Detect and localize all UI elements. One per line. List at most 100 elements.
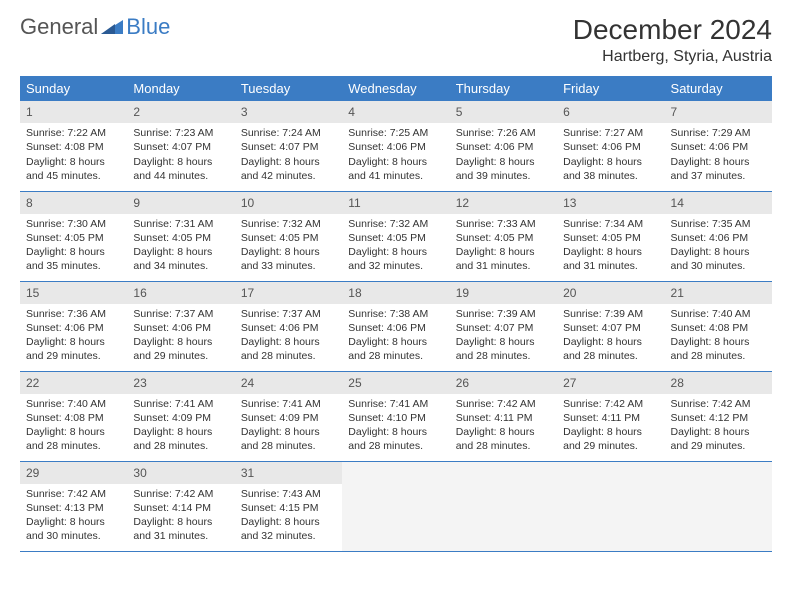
calendar-day-cell: 12 Sunrise: 7:33 AMSunset: 4:05 PMDayligh… — [450, 191, 557, 281]
calendar-day-cell: 19Sunrise: 7:39 AMSunset: 4:07 PMDayligh… — [450, 281, 557, 371]
day-number: 19 — [450, 282, 557, 304]
calendar-week-row: 22Sunrise: 7:40 AMSunset: 4:08 PMDayligh… — [20, 371, 772, 461]
sunset-line: Sunset: 4:06 PM — [671, 140, 766, 154]
day-number: 25 — [342, 372, 449, 394]
sunset-line: Sunset: 4:07 PM — [241, 140, 336, 154]
day-number: 31 — [235, 462, 342, 484]
day-number: 30 — [127, 462, 234, 484]
day-body: Sunrise: 7:34 AMSunset: 4:05 PMDaylight:… — [557, 214, 664, 280]
sunrise-line: Sunrise: 7:24 AM — [241, 126, 336, 140]
day-number: 14 — [665, 192, 772, 214]
sunrise-line: Sunrise: 7:40 AM — [26, 397, 121, 411]
day-body: Sunrise: 7:41 AMSunset: 4:09 PMDaylight:… — [235, 394, 342, 460]
day-number: 1 — [20, 101, 127, 123]
daylight-line: Daylight: 8 hours and 41 minutes. — [348, 155, 443, 183]
sunrise-line: Sunrise: 7:37 AM — [241, 307, 336, 321]
daylight-line: Daylight: 8 hours and 33 minutes. — [241, 245, 336, 273]
day-number: 12 — [450, 192, 557, 214]
daylight-line: Daylight: 8 hours and 28 minutes. — [241, 335, 336, 363]
daylight-line: Daylight: 8 hours and 37 minutes. — [671, 155, 766, 183]
day-number: 29 — [20, 462, 127, 484]
day-number: 18 — [342, 282, 449, 304]
calendar-header-row: SundayMondayTuesdayWednesdayThursdayFrid… — [20, 76, 772, 101]
daylight-line: Daylight: 8 hours and 31 minutes. — [133, 515, 228, 543]
daylight-line: Daylight: 8 hours and 28 minutes. — [456, 335, 551, 363]
daylight-line: Daylight: 8 hours and 34 minutes. — [133, 245, 228, 273]
sunset-line: Sunset: 4:05 PM — [26, 231, 121, 245]
sunset-line: Sunset: 4:13 PM — [26, 501, 121, 515]
calendar-day-cell — [665, 461, 772, 551]
calendar-day-cell: 25Sunrise: 7:41 AMSunset: 4:10 PMDayligh… — [342, 371, 449, 461]
day-body: Sunrise: 7:31 AMSunset: 4:05 PMDaylight:… — [127, 214, 234, 280]
logo-text-general: General — [20, 14, 98, 40]
calendar-day-cell: 9Sunrise: 7:31 AMSunset: 4:05 PMDaylight… — [127, 191, 234, 281]
calendar-week-row: 8Sunrise: 7:30 AMSunset: 4:05 PMDaylight… — [20, 191, 772, 281]
daylight-line: Daylight: 8 hours and 28 minutes. — [348, 425, 443, 453]
day-body: Sunrise: 7:26 AMSunset: 4:06 PMDaylight:… — [450, 123, 557, 189]
sunset-line: Sunset: 4:06 PM — [241, 321, 336, 335]
day-number: 26 — [450, 372, 557, 394]
day-body: Sunrise: 7:22 AMSunset: 4:08 PMDaylight:… — [20, 123, 127, 189]
sunrise-line: Sunrise: 7:43 AM — [241, 487, 336, 501]
day-number: 13 — [557, 192, 664, 214]
calendar-day-cell — [450, 461, 557, 551]
calendar-day-cell: 5Sunrise: 7:26 AMSunset: 4:06 PMDaylight… — [450, 101, 557, 191]
daylight-line: Daylight: 8 hours and 28 minutes. — [26, 425, 121, 453]
calendar-table: SundayMondayTuesdayWednesdayThursdayFrid… — [20, 76, 772, 552]
sunset-line: Sunset: 4:06 PM — [456, 140, 551, 154]
day-body: Sunrise: 7:37 AMSunset: 4:06 PMDaylight:… — [127, 304, 234, 370]
day-body: Sunrise: 7:39 AMSunset: 4:07 PMDaylight:… — [450, 304, 557, 370]
sunrise-line: Sunrise: 7:41 AM — [133, 397, 228, 411]
daylight-line: Daylight: 8 hours and 45 minutes. — [26, 155, 121, 183]
day-body: Sunrise: 7:29 AMSunset: 4:06 PMDaylight:… — [665, 123, 772, 189]
daylight-line: Daylight: 8 hours and 38 minutes. — [563, 155, 658, 183]
calendar-day-cell: 13Sunrise: 7:34 AMSunset: 4:05 PMDayligh… — [557, 191, 664, 281]
day-number: 10 — [235, 192, 342, 214]
daylight-line: Daylight: 8 hours and 39 minutes. — [456, 155, 551, 183]
sunset-line: Sunset: 4:05 PM — [348, 231, 443, 245]
sunrise-line: Sunrise: 7:41 AM — [241, 397, 336, 411]
calendar-week-row: 15Sunrise: 7:36 AMSunset: 4:06 PMDayligh… — [20, 281, 772, 371]
day-body: Sunrise: 7:38 AMSunset: 4:06 PMDaylight:… — [342, 304, 449, 370]
calendar-day-cell: 31Sunrise: 7:43 AMSunset: 4:15 PMDayligh… — [235, 461, 342, 551]
calendar-day-cell: 10Sunrise: 7:32 AMSunset: 4:05 PMDayligh… — [235, 191, 342, 281]
calendar-week-row: 29 Sunrise: 7:42 AM Sunset: 4:13 PM Dayligh… — [20, 461, 772, 551]
day-body: Sunrise: 7:36 AMSunset: 4:06 PMDaylight:… — [20, 304, 127, 370]
calendar-day-cell: 21Sunrise: 7:40 AMSunset: 4:08 PMDayligh… — [665, 281, 772, 371]
sunset-line: Sunset: 4:08 PM — [26, 140, 121, 154]
day-header: Thursday — [450, 76, 557, 101]
daylight-line: Daylight: 8 hours and 44 minutes. — [133, 155, 228, 183]
sunrise-line: Sunrise: 7:33 AM — [456, 217, 551, 231]
calendar-day-cell: 18Sunrise: 7:38 AMSunset: 4:06 PMDayligh… — [342, 281, 449, 371]
sunset-line: Sunset: 4:05 PM — [456, 231, 551, 245]
day-body: Sunrise: 7:24 AMSunset: 4:07 PMDaylight:… — [235, 123, 342, 189]
sunset-line: Sunset: 4:08 PM — [26, 411, 121, 425]
sunset-line: Sunset: 4:08 PM — [671, 321, 766, 335]
daylight-line: Daylight: 8 hours and 31 minutes. — [456, 245, 551, 273]
calendar-day-cell: 11Sunrise: 7:32 AMSunset: 4:05 PMDayligh… — [342, 191, 449, 281]
day-number: 8 — [20, 192, 127, 214]
day-header: Friday — [557, 76, 664, 101]
day-header: Wednesday — [342, 76, 449, 101]
day-body: Sunrise: 7:42 AMSunset: 4:11 PMDaylight:… — [450, 394, 557, 460]
day-body: Sunrise: 7:40 AMSunset: 4:08 PMDaylight:… — [665, 304, 772, 370]
day-header: Monday — [127, 76, 234, 101]
day-body: Sunrise: 7:32 AMSunset: 4:05 PMDaylight:… — [342, 214, 449, 280]
daylight-line: Daylight: 8 hours and 29 minutes. — [671, 425, 766, 453]
calendar-day-cell: 17Sunrise: 7:37 AMSunset: 4:06 PMDayligh… — [235, 281, 342, 371]
sunrise-line: Sunrise: 7:42 AM — [133, 487, 228, 501]
header: General Blue December 2024 Hartberg, Sty… — [20, 14, 772, 66]
sunrise-line: Sunrise: 7:34 AM — [563, 217, 658, 231]
day-number: 23 — [127, 372, 234, 394]
sunset-line: Sunset: 4:10 PM — [348, 411, 443, 425]
day-number: 4 — [342, 101, 449, 123]
calendar-day-cell: 27Sunrise: 7:42 AMSunset: 4:11 PMDayligh… — [557, 371, 664, 461]
day-body: Sunrise: 7:27 AMSunset: 4:06 PMDaylight:… — [557, 123, 664, 189]
sunset-line: Sunset: 4:06 PM — [133, 321, 228, 335]
sunrise-line: Sunrise: 7:22 AM — [26, 126, 121, 140]
calendar-day-cell: 23Sunrise: 7:41 AMSunset: 4:09 PMDayligh… — [127, 371, 234, 461]
calendar-day-cell: 2Sunrise: 7:23 AMSunset: 4:07 PMDaylight… — [127, 101, 234, 191]
day-header: Saturday — [665, 76, 772, 101]
day-number: 24 — [235, 372, 342, 394]
day-body: Sunrise: 7:42 AMSunset: 4:11 PMDaylight:… — [557, 394, 664, 460]
